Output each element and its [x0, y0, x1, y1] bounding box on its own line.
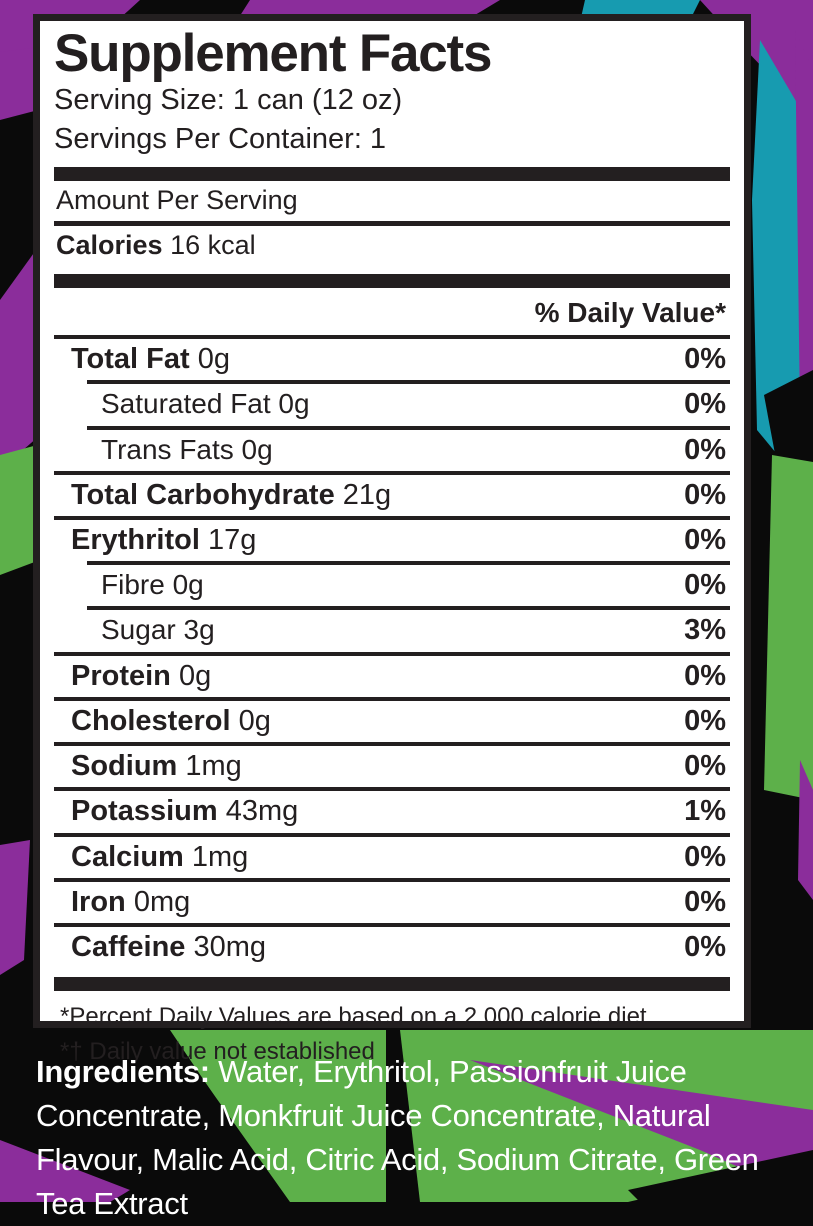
calories-row: Calories 16 kcal: [54, 226, 730, 265]
ingredients-heading: Ingredients:: [36, 1054, 210, 1089]
row-divider: [54, 832, 730, 837]
nutrient-daily-value: 1%: [684, 795, 726, 828]
nutrient-daily-value: 0%: [684, 524, 726, 557]
shape-purple-right: [795, 30, 813, 415]
nutrient-name-value: Trans Fats 0g: [101, 433, 273, 465]
nutrient-daily-value: 0%: [684, 569, 726, 602]
shape-black-right: [764, 370, 813, 470]
row-divider: [54, 787, 730, 792]
nutrient-daily-value: 0%: [684, 930, 726, 963]
nutrient-daily-value: 0%: [684, 659, 726, 692]
nutrient-daily-value: 0%: [684, 704, 726, 737]
ingredients-text: Water, Erythritol, Passionfruit Juice Co…: [36, 1054, 759, 1222]
nutrient-name-value: Saturated Fat 0g: [101, 388, 310, 420]
shape-black-bottom-left: [0, 1030, 286, 1202]
nutrient-name-value: Calcium 1mg: [71, 840, 249, 873]
footnote-daily-values: *Percent Daily Values are based on a 2,0…: [60, 1003, 654, 1031]
nutrient-name-value: Iron 0mg: [71, 885, 191, 918]
nutrient-row: Calcium 1mg 0%: [54, 837, 730, 878]
shape-green-bottom-right: [398, 1030, 813, 1202]
shape-green-right: [764, 455, 813, 800]
divider-thick-calories: [54, 273, 730, 288]
nutrient-daily-value: 0%: [684, 750, 726, 783]
nutrient-name-value: Fibre 0g: [101, 569, 204, 601]
nutrient-row: Total Fat 0g 0%: [54, 339, 730, 380]
row-divider: [54, 516, 730, 521]
row-divider: [54, 742, 730, 747]
shape-purple-left-lower: [0, 840, 30, 975]
nutrient-name-value: Protein 0g: [71, 659, 212, 692]
nutrient-row: Iron 0mg 0%: [54, 882, 730, 923]
row-divider: [54, 470, 730, 475]
shape-black-bottom-divider: [386, 1030, 420, 1202]
row-divider: [54, 877, 730, 882]
nutrient-daily-value: 3%: [684, 614, 726, 647]
servings-per-container: Servings Per Container: 1: [54, 122, 387, 155]
nutrient-name-value: Total Carbohydrate 21g: [71, 478, 392, 511]
supplement-facts-panel: Supplement Facts Serving Size: 1 can (12…: [33, 14, 751, 1065]
divider-under-amount: [54, 220, 730, 226]
page-title: Supplement Facts: [54, 24, 492, 83]
footnotes: *Percent Daily Values are based on a 2,0…: [54, 991, 730, 1070]
footnote-not-established: *† Daily value not established: [60, 1038, 375, 1065]
row-divider: [87, 561, 730, 566]
row-divider: [87, 425, 730, 430]
row-divider: [87, 380, 730, 385]
nutrient-row: Fibre 0g 0%: [54, 565, 730, 606]
nutrient-row: Cholesterol 0g 0%: [54, 701, 730, 742]
shape-purple-bottom-sweep: [470, 1060, 813, 1200]
nutrient-row: Saturated Fat 0g 0%: [54, 384, 730, 425]
divider-thick-bottom: [54, 977, 730, 992]
nutrient-name-value: Erythritol 17g: [71, 524, 257, 557]
shape-purple-right-lower: [798, 760, 813, 900]
nutrient-name-value: Total Fat 0g: [71, 343, 231, 376]
nutrient-daily-value: 0%: [684, 433, 726, 466]
row-divider: [87, 606, 730, 611]
nutrient-name-value: Sugar 3g: [101, 614, 215, 646]
nutrient-name-value: Sodium 1mg: [71, 750, 242, 783]
divider-thick-top: [54, 167, 730, 182]
nutrient-row: Potassium 43mg 1%: [54, 791, 730, 832]
nutrient-daily-value: 0%: [684, 343, 726, 376]
nutrient-row: Trans Fats 0g 0%: [54, 430, 730, 471]
nutrient-row: Caffeine 30mg 0%: [54, 927, 730, 968]
nutrient-daily-value: 0%: [684, 388, 726, 421]
calories-label: Calories: [56, 229, 163, 260]
nutrient-daily-value: 0%: [684, 840, 726, 873]
amount-per-serving-label: Amount Per Serving: [56, 185, 298, 216]
nutrient-row: Protein 0g 0%: [54, 656, 730, 697]
nutrient-name-value: Cholesterol 0g: [71, 704, 271, 737]
nutrient-row: Sugar 3g 3%: [54, 610, 730, 651]
nutrient-name-value: Caffeine 30mg: [71, 930, 267, 963]
shape-green-bottom-main: [168, 1030, 386, 1202]
ingredients-block: Ingredients: Water, Erythritol, Passionf…: [36, 1050, 813, 1226]
row-divider: [54, 651, 730, 656]
calories-value: 16 kcal: [170, 229, 256, 260]
nutrient-row: Total Carbohydrate 21g 0%: [54, 475, 730, 516]
row-divider: [54, 335, 730, 340]
daily-value-header: % Daily Value*: [534, 296, 726, 328]
serving-size: Serving Size: 1 can (12 oz): [54, 84, 403, 117]
nutrient-row: Sodium 1mg 0%: [54, 746, 730, 787]
nutrient-name-value: Potassium 43mg: [71, 795, 299, 828]
shape-purple-bottom-left: [0, 1140, 130, 1202]
row-divider: [54, 922, 730, 927]
nutrient-rows: Total Fat 0g 0% Saturated Fat 0g 0% Trans Fa…: [54, 335, 730, 968]
nutrient-daily-value: 0%: [684, 478, 726, 511]
row-divider: [54, 696, 730, 701]
shape-black-bottom-right: [628, 1150, 813, 1202]
nutrient-row: Erythritol 17g 0%: [54, 520, 730, 561]
nutrient-daily-value: 0%: [684, 885, 726, 918]
